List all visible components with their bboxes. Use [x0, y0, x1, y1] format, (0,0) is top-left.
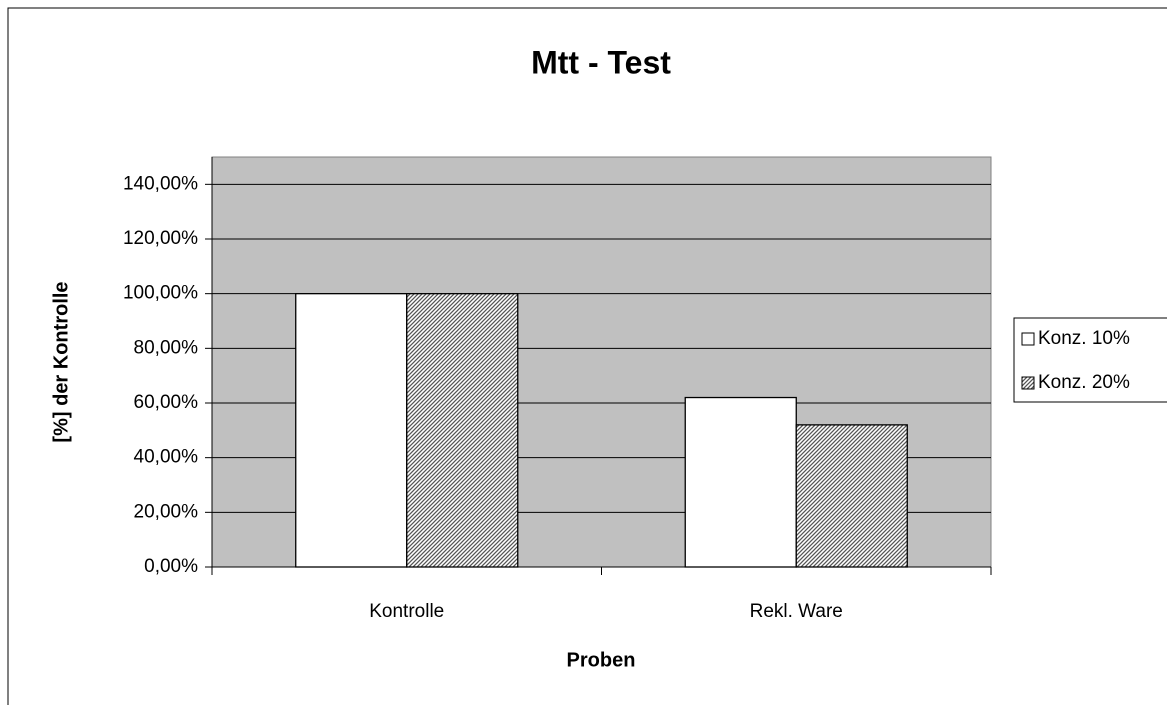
- bar: [406, 293, 519, 568]
- bar: [795, 424, 908, 568]
- y-tick-label: 0,00%: [144, 556, 198, 577]
- legend-swatch: [1021, 332, 1035, 346]
- x-tick-label: Rekl. Ware: [750, 601, 843, 622]
- bar: [295, 293, 408, 568]
- y-tick-label: 20,00%: [134, 501, 199, 522]
- legend-label: Konz. 20%: [1038, 372, 1130, 393]
- bar: [684, 396, 797, 568]
- legend-swatch: [1021, 376, 1035, 390]
- chart-title: Mtt - Test: [531, 44, 671, 80]
- x-axis-title: Proben: [567, 649, 636, 671]
- y-tick-label: 140,00%: [123, 173, 198, 194]
- legend-box: [1013, 317, 1167, 403]
- y-tick-label: 60,00%: [134, 392, 199, 413]
- legend-label: Konz. 10%: [1038, 328, 1130, 349]
- y-tick-label: 100,00%: [123, 283, 198, 304]
- y-tick-label: 40,00%: [134, 447, 199, 468]
- x-tick-label: Kontrolle: [369, 601, 444, 622]
- y-tick-label: 120,00%: [123, 228, 198, 249]
- y-axis-title: [%] der Kontrolle: [50, 281, 72, 442]
- y-tick-label: 80,00%: [134, 337, 199, 358]
- chart-border: [7, 7, 1167, 705]
